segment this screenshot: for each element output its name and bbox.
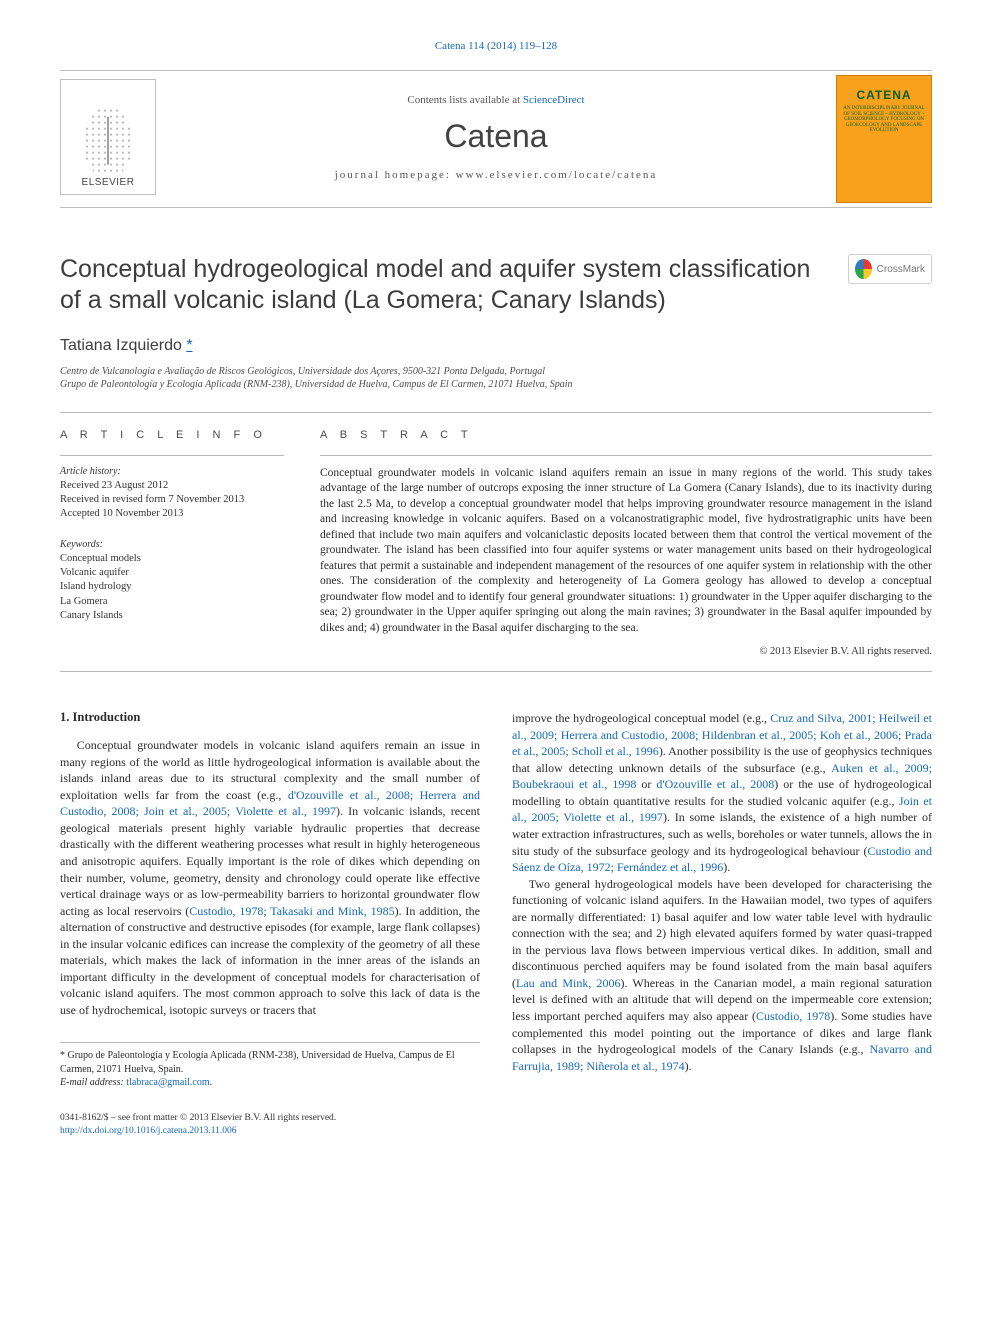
citation-link[interactable]: d'Ozouville et al., 2008 bbox=[656, 777, 774, 791]
body-text: ). bbox=[685, 1059, 692, 1073]
front-matter-line: 0341-8162/$ – see front matter © 2013 El… bbox=[60, 1112, 480, 1125]
email-label: E-mail address: bbox=[60, 1077, 126, 1088]
body-text: ). In addition, the alternation of const… bbox=[60, 904, 480, 1017]
history-heading: Article history: bbox=[60, 466, 284, 477]
abstract-column: A B S T R A C T Conceptual groundwater m… bbox=[320, 429, 932, 658]
banner-center: Contents lists available at ScienceDirec… bbox=[156, 71, 836, 207]
body-text: ). bbox=[723, 860, 730, 874]
right-column: improve the hydrogeological conceptual m… bbox=[512, 710, 932, 1137]
affiliations: Centro de Vulcanologia e Avaliação de Ri… bbox=[60, 365, 932, 392]
body-text: or bbox=[636, 777, 656, 791]
homepage-url[interactable]: www.elsevier.com/locate/catena bbox=[456, 169, 658, 181]
abstract-label: A B S T R A C T bbox=[320, 429, 932, 441]
cover-title: CATENA bbox=[856, 88, 911, 102]
doi-link[interactable]: http://dx.doi.org/10.1016/j.catena.2013.… bbox=[60, 1126, 237, 1136]
history-item: Accepted 10 November 2013 bbox=[60, 507, 284, 521]
paragraph: Two general hydrogeological models have … bbox=[512, 876, 932, 1075]
header-citation: Catena 114 (2014) 119–128 bbox=[60, 40, 932, 52]
abstract-text: Conceptual groundwater models in volcani… bbox=[320, 466, 932, 637]
journal-name: Catena bbox=[166, 118, 826, 155]
body-text: Two general hydrogeological models have … bbox=[512, 877, 932, 990]
authors: Tatiana Izquierdo * bbox=[60, 337, 932, 355]
publisher-logo: ELSEVIER bbox=[60, 79, 156, 195]
cover-subtitle: AN INTERDISCIPLINARY JOURNAL OF SOIL SCI… bbox=[843, 106, 925, 134]
keyword: Island hydrology bbox=[60, 580, 284, 594]
keyword: Volcanic aquifer bbox=[60, 566, 284, 580]
email-footnote: E-mail address: tlabraca@gmail.com. bbox=[60, 1076, 480, 1090]
affiliation: Grupo de Paleontología y Ecología Aplica… bbox=[60, 378, 932, 392]
body-columns: 1. Introduction Conceptual groundwater m… bbox=[60, 710, 932, 1137]
keywords: Keywords: Conceptual models Volcanic aqu… bbox=[60, 539, 284, 623]
paragraph: improve the hydrogeological conceptual m… bbox=[512, 710, 932, 875]
elsevier-tree-icon bbox=[84, 107, 132, 175]
citation-link[interactable]: Custodio, 1978; Takasaki and Mink, 1985 bbox=[189, 904, 394, 918]
divider bbox=[60, 671, 932, 672]
publication-info: 0341-8162/$ – see front matter © 2013 El… bbox=[60, 1112, 480, 1138]
journal-homepage: journal homepage: www.elsevier.com/locat… bbox=[166, 169, 826, 181]
contents-prefix: Contents lists available at bbox=[407, 94, 522, 106]
keyword: La Gomera bbox=[60, 595, 284, 609]
crossmark-icon bbox=[855, 259, 872, 279]
author-name: Tatiana Izquierdo bbox=[60, 337, 186, 354]
email-link[interactable]: tlabraca@gmail.com bbox=[126, 1077, 209, 1088]
footnotes: * Grupo de Paleontología y Ecología Apli… bbox=[60, 1042, 480, 1090]
homepage-label: journal homepage: bbox=[335, 169, 456, 181]
divider bbox=[320, 455, 932, 456]
article-info-column: A R T I C L E I N F O Article history: R… bbox=[60, 429, 284, 658]
left-column: 1. Introduction Conceptual groundwater m… bbox=[60, 710, 480, 1137]
citation-link[interactable]: Lau and Mink, 2006 bbox=[516, 976, 620, 990]
corresponding-author-mark[interactable]: * bbox=[186, 337, 192, 354]
journal-banner: ELSEVIER Contents lists available at Sci… bbox=[60, 70, 932, 208]
body-text: improve the hydrogeological conceptual m… bbox=[512, 711, 770, 725]
keyword: Conceptual models bbox=[60, 552, 284, 566]
article-info-label: A R T I C L E I N F O bbox=[60, 429, 284, 441]
citation-link[interactable]: Custodio, 1978 bbox=[756, 1009, 830, 1023]
history-item: Received 23 August 2012 bbox=[60, 479, 284, 493]
article-history: Article history: Received 23 August 2012… bbox=[60, 466, 284, 522]
contents-line: Contents lists available at ScienceDirec… bbox=[166, 94, 826, 106]
email-suffix: . bbox=[210, 1077, 213, 1088]
divider bbox=[60, 412, 932, 413]
paragraph: Conceptual groundwater models in volcani… bbox=[60, 737, 480, 1018]
crossmark-label: CrossMark bbox=[877, 264, 925, 275]
corresponding-footnote: * Grupo de Paleontología y Ecología Apli… bbox=[60, 1049, 480, 1076]
sciencedirect-link[interactable]: ScienceDirect bbox=[523, 94, 585, 106]
section-heading: 1. Introduction bbox=[60, 710, 480, 725]
body-text: ). In volcanic islands, recent geologica… bbox=[60, 804, 480, 917]
keyword: Canary Islands bbox=[60, 609, 284, 623]
affiliation: Centro de Vulcanologia e Avaliação de Ri… bbox=[60, 365, 932, 379]
keywords-heading: Keywords: bbox=[60, 539, 284, 550]
history-item: Received in revised form 7 November 2013 bbox=[60, 493, 284, 507]
abstract-copyright: © 2013 Elsevier B.V. All rights reserved… bbox=[320, 646, 932, 657]
crossmark-badge[interactable]: CrossMark bbox=[848, 254, 932, 284]
article-title: Conceptual hydrogeological model and aqu… bbox=[60, 254, 828, 317]
publisher-name: ELSEVIER bbox=[82, 177, 135, 188]
journal-cover: CATENA AN INTERDISCIPLINARY JOURNAL OF S… bbox=[836, 75, 932, 203]
divider bbox=[60, 455, 284, 456]
